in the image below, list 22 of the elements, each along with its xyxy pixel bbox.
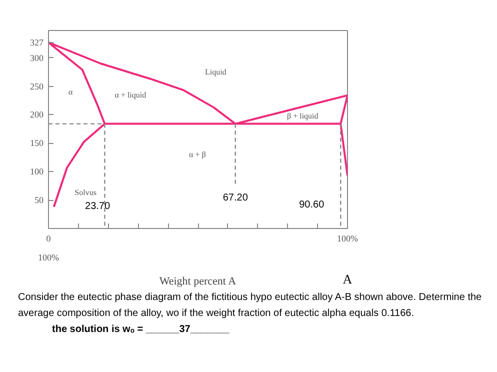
text: Consider the eutectic phase diagram of the fictitious hypo eutectic alloy A-B shown above. Determine the average composition of the alloy, wo if the weight fraction of eutectic alpha equals 0.1166. [18, 291, 483, 321]
annotation: 90.60 [299, 200, 325, 211]
y-tick-label: 200 [30, 110, 44, 120]
y-tick-label: 100 [30, 166, 44, 177]
text: 100% [38, 252, 60, 262]
annotation: Liquid [204, 68, 226, 77]
annotation: Solvus [74, 188, 96, 198]
annotation: β + liquid [287, 111, 318, 120]
y-tick-label: 50 [34, 195, 44, 206]
text: A [342, 272, 353, 286]
annotation: α [68, 87, 74, 96]
y-tick-label: 327 [30, 37, 44, 48]
annotation: 23.70 [85, 201, 110, 212]
x-axis-title: Weight percent A [159, 276, 236, 288]
y-tick-label: 150 [30, 138, 44, 148]
y-tick-label: 250 [30, 81, 44, 92]
annotation: α + β [189, 150, 206, 160]
y-tick-label: 300 [30, 52, 44, 63]
text: the solution is wₒ = ______37_______ [52, 323, 230, 337]
x-tick-label: 0 [46, 234, 52, 244]
annotation: α + liquid [114, 90, 146, 100]
annotation: 67.20 [222, 192, 248, 204]
